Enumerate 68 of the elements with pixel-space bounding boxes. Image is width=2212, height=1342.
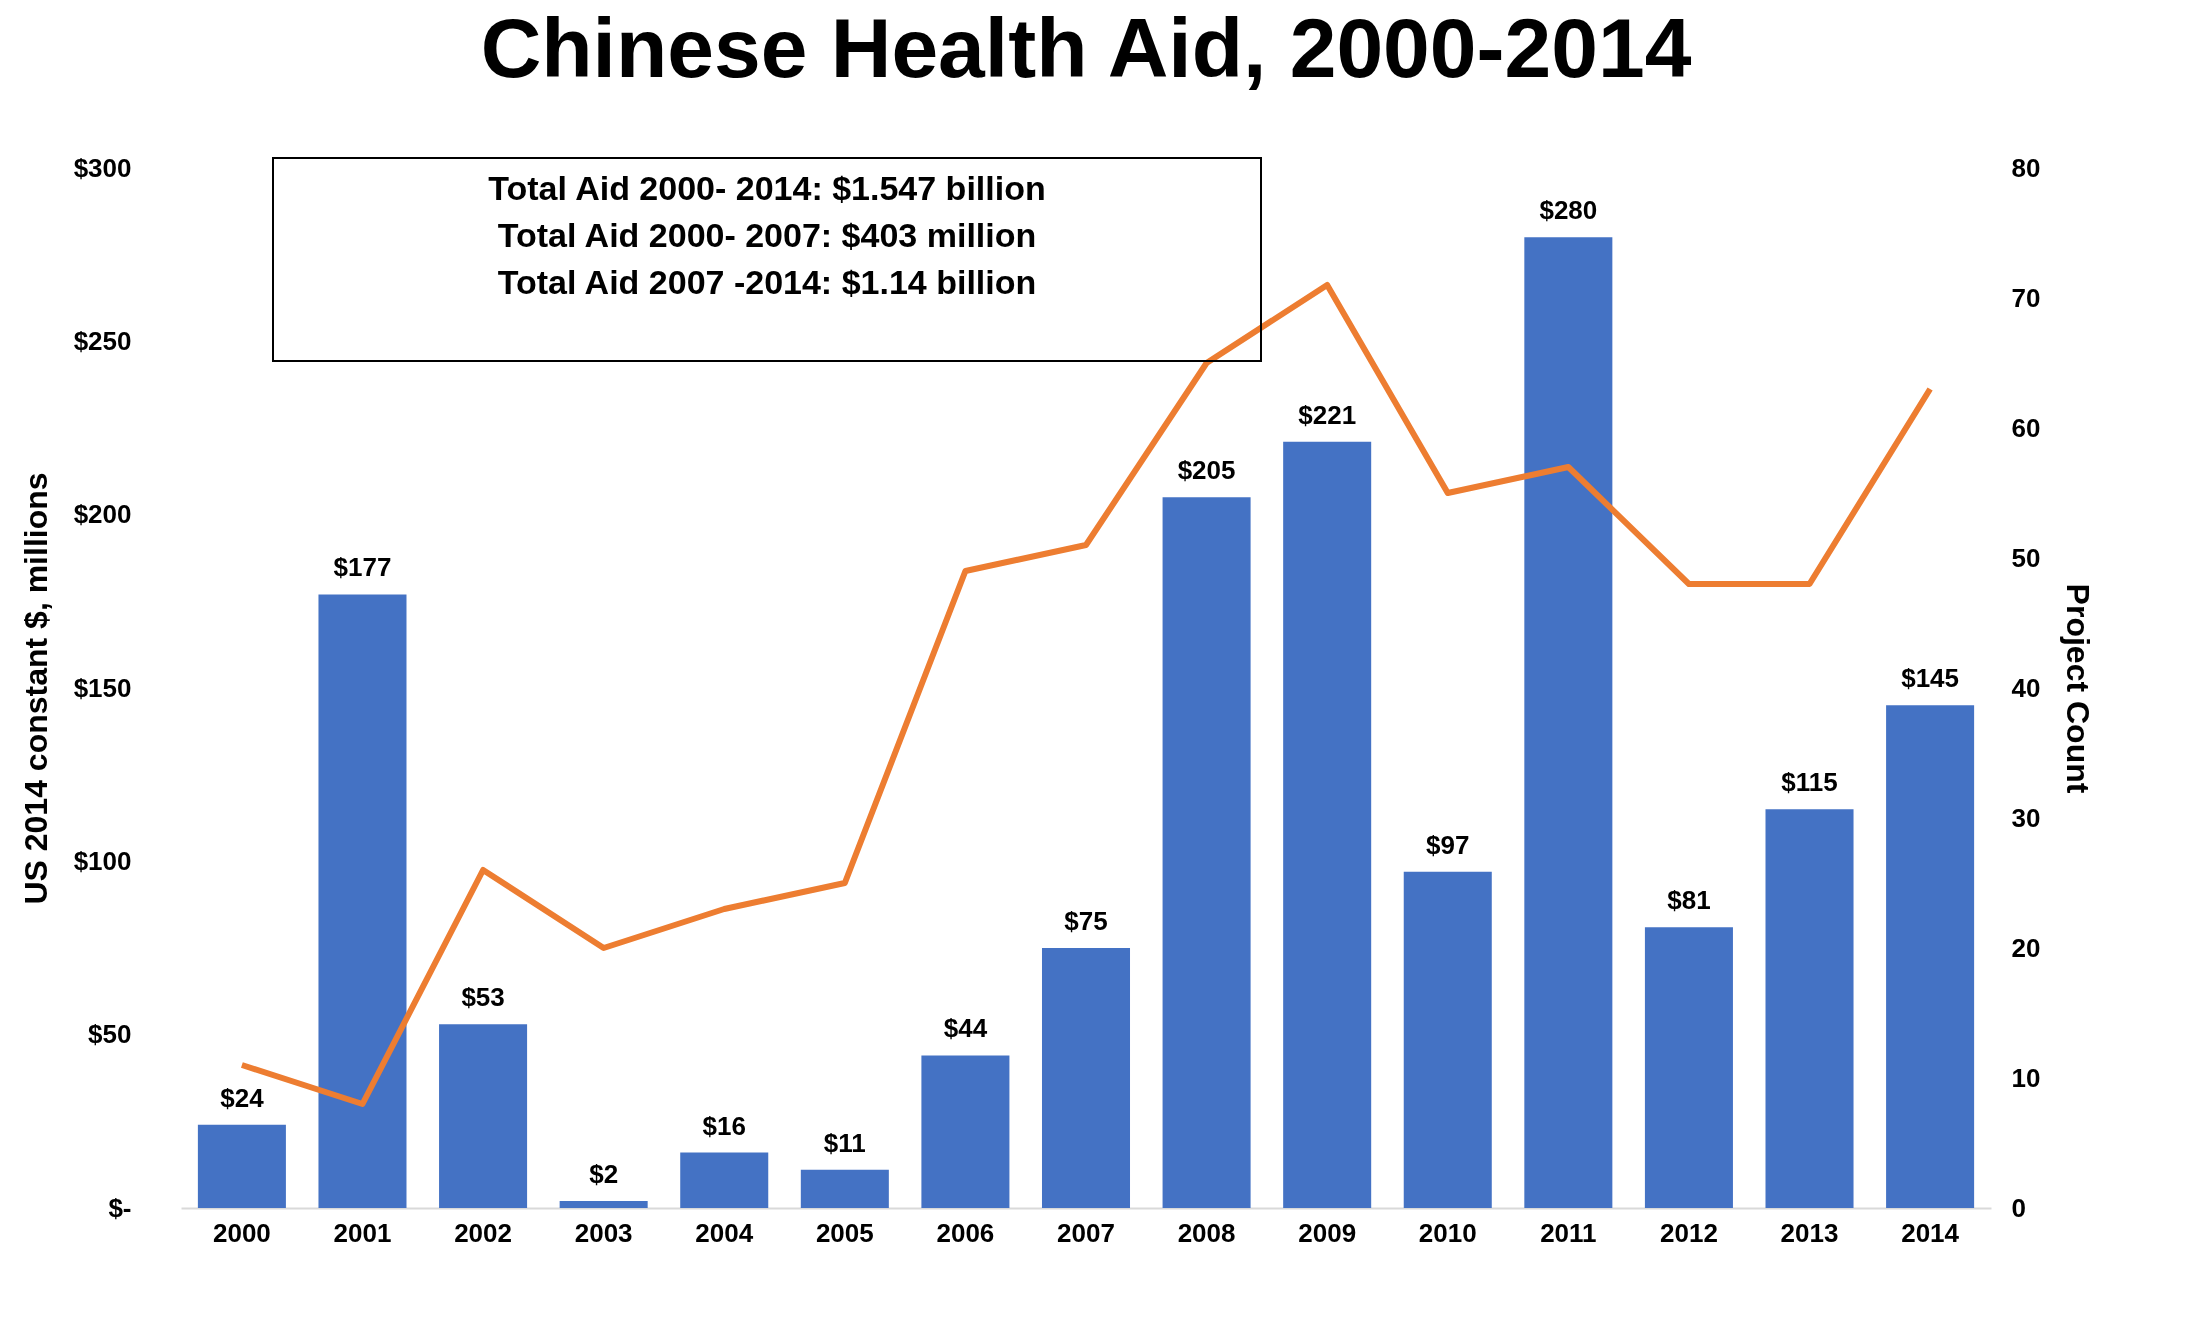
bar: [559, 1201, 648, 1208]
y2-tick-label: 50: [2011, 542, 2041, 573]
data-label: $115: [1781, 767, 1838, 798]
bar: [800, 1169, 889, 1208]
bar: [197, 1124, 286, 1208]
y-tick-label: $50: [88, 1019, 132, 1050]
text-box: Total Aid 2000- 2014: $1.547 billion Total Aid 2000- 2007: $403 million Total Aid 2007 -2014: $1.14 billion: [272, 157, 1262, 362]
data-label: $280: [1539, 195, 1598, 226]
x-tick-label: 2000: [212, 1217, 271, 1248]
annotation: Total Aid 2000- 2007: $403 million: [496, 215, 1038, 256]
y-tick-label: $300: [73, 152, 132, 183]
x-tick-label: 2011: [1540, 1217, 1597, 1248]
data-label: $44: [943, 1013, 988, 1044]
y-axis-title: US 2014 constant $, millions: [17, 472, 54, 905]
x-tick-label: 2010: [1418, 1217, 1477, 1248]
x-tick-label: 2002: [454, 1217, 512, 1248]
y-tick-label: $100: [73, 845, 132, 876]
data-label: $177: [333, 552, 392, 583]
data-label: $97: [1426, 829, 1470, 860]
bar: [1041, 948, 1131, 1208]
y2-tick-label: 60: [2011, 412, 2041, 443]
bar: [1162, 497, 1251, 1208]
x-tick-label: 2014: [1901, 1217, 1960, 1248]
x-tick-label: 2003: [574, 1217, 633, 1248]
y2-tick-label: 20: [2011, 932, 2041, 963]
y-tick-label: $-: [108, 1192, 132, 1223]
y2-tick-label: 30: [2011, 802, 2041, 833]
y-tick-label: $250: [73, 325, 132, 356]
y2-tick-label: 70: [2011, 282, 2041, 313]
x-tick-label: 2006: [936, 1217, 995, 1248]
x-tick-label: 2004: [695, 1217, 754, 1248]
x-tick-label: 2007: [1057, 1217, 1115, 1248]
bar: [439, 1024, 528, 1208]
bar: [1644, 927, 1733, 1208]
data-label: $24: [220, 1082, 265, 1113]
y2-tick-label: 10: [2011, 1062, 2041, 1093]
data-label: $221: [1298, 399, 1357, 430]
annotation: Total Aid 2007 -2014: $1.14 billion: [496, 262, 1038, 303]
x-tick-label: 2009: [1298, 1217, 1357, 1248]
x-tick-label: 2013: [1780, 1217, 1839, 1248]
data-label: $53: [461, 982, 505, 1013]
bar: [680, 1152, 769, 1208]
bar: [1283, 441, 1372, 1208]
y-tick-label: $150: [73, 672, 132, 703]
y2-axis-title: Project Count: [2060, 583, 2097, 794]
x-tick-label: 2001: [333, 1217, 392, 1248]
x-tick-label: 2012: [1660, 1217, 1718, 1248]
data-label: $16: [702, 1110, 746, 1141]
annotation: Total Aid 2000- 2014: $1.547 billion: [487, 168, 1047, 209]
y2-tick-label: 0: [2011, 1192, 2026, 1223]
data-label: $205: [1177, 455, 1236, 486]
data-label: $11: [823, 1127, 866, 1158]
bar: [1524, 237, 1613, 1208]
chart-title: Chinese Health Aid, 2000-2014: [480, 1, 1692, 95]
bar: [1886, 705, 1975, 1208]
y2-tick-label: 40: [2011, 672, 2041, 703]
y2-tick-label: 80: [2011, 152, 2041, 183]
y-tick-label: $200: [73, 499, 132, 530]
data-label: $75: [1064, 906, 1108, 936]
x-tick-label: 2008: [1177, 1217, 1236, 1248]
bar: [1403, 871, 1492, 1208]
bar: [921, 1055, 1010, 1208]
x-tick-label: 2005: [815, 1217, 874, 1248]
data-label: $81: [1667, 885, 1711, 916]
data-label: $145: [1901, 663, 1960, 694]
data-label: $2: [589, 1159, 619, 1190]
bar: [318, 594, 407, 1208]
bar: [1765, 809, 1854, 1208]
